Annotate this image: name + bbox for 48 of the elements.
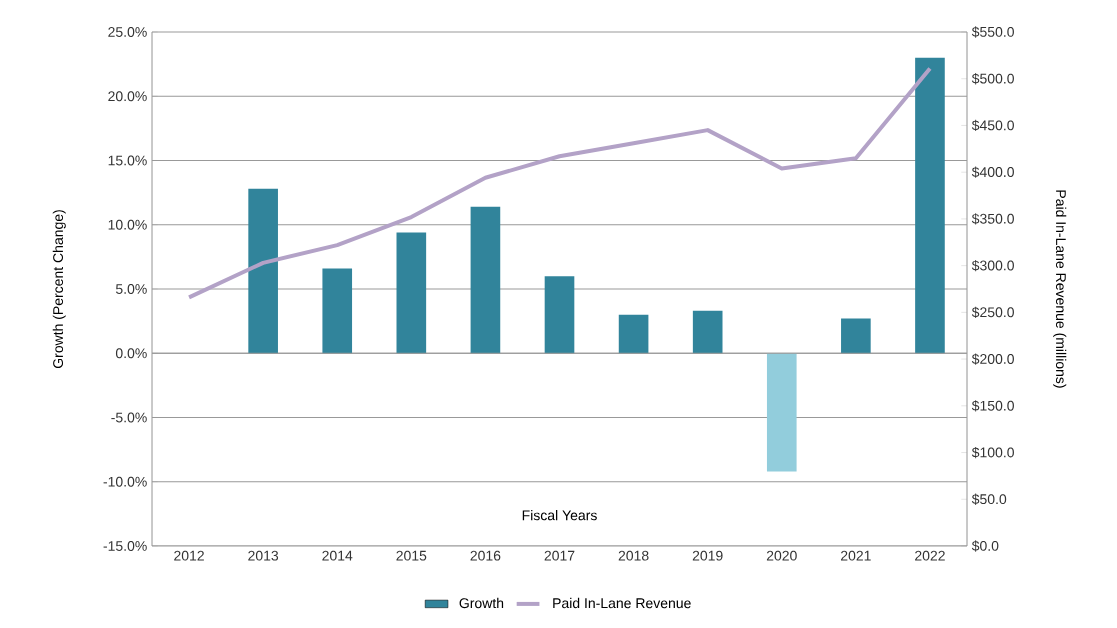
x-tick-label: 2022	[915, 550, 945, 561]
bar	[692, 310, 723, 354]
y2-tick-label: $500.0	[971, 73, 1014, 85]
bar	[766, 353, 797, 472]
y-tick-label: 0.0%	[115, 348, 147, 359]
bar	[915, 57, 945, 354]
x-tick-label: 2015	[396, 550, 427, 561]
bar	[841, 318, 871, 354]
bar	[618, 314, 649, 354]
y2-tick-label: $300.0	[971, 259, 1014, 272]
y2-tick-label: $200.0	[971, 353, 1014, 365]
line-series	[187, 66, 932, 300]
y-tick-label: 5.0%	[115, 284, 147, 294]
x-tick-label: 2020	[766, 550, 797, 561]
y2-tick-label: $400.0	[971, 166, 1014, 178]
x-tick-label: 2013	[248, 550, 279, 561]
bar	[322, 268, 353, 354]
y-axis-title: Growth (Percent Change)	[52, 210, 66, 369]
y-tick-label: -15.0%	[103, 541, 147, 551]
bar	[248, 188, 278, 354]
x-tick-label: 2014	[322, 550, 353, 561]
y2-tick-label: $0.0	[971, 540, 999, 552]
legend-label: Growth	[459, 597, 504, 609]
y2-tick-label: $350.0	[971, 213, 1014, 225]
x-tick-label: 2016	[470, 550, 501, 561]
x-tick-label: 2017	[544, 550, 575, 561]
bar	[470, 206, 501, 354]
y2-tick-label: $50.0	[971, 493, 1007, 505]
y-tick-label: 20.0%	[108, 91, 147, 102]
bar	[396, 232, 427, 354]
y-tick-label: 15.0%	[108, 155, 147, 166]
bar	[544, 276, 575, 354]
y-tick-label: -5.0%	[111, 412, 147, 423]
x-tick-label: 2018	[618, 550, 649, 561]
y-tick-label: -10.0%	[103, 476, 147, 487]
y2-tick-label: $250.0	[971, 306, 1014, 319]
y2-tick-label: $450.0	[971, 119, 1014, 132]
y-tick-label: 10.0%	[108, 219, 147, 230]
y-tick-label: 25.0%	[108, 27, 147, 37]
y2-tick-label: $150.0	[971, 400, 1014, 412]
x-tick-label: 2019	[692, 550, 723, 561]
y2-tick-label: $100.0	[971, 446, 1014, 459]
x-tick-label: 2021	[841, 550, 871, 561]
y2-axis-title: Paid In-Lane Revenue (millions)	[1053, 190, 1067, 388]
y2-tick-label: $550.0	[971, 26, 1014, 38]
x-axis-title: Fiscal Years	[522, 510, 597, 521]
legend-label: Paid In-Lane Revenue	[553, 597, 691, 609]
x-tick-label: 2012	[174, 550, 204, 561]
